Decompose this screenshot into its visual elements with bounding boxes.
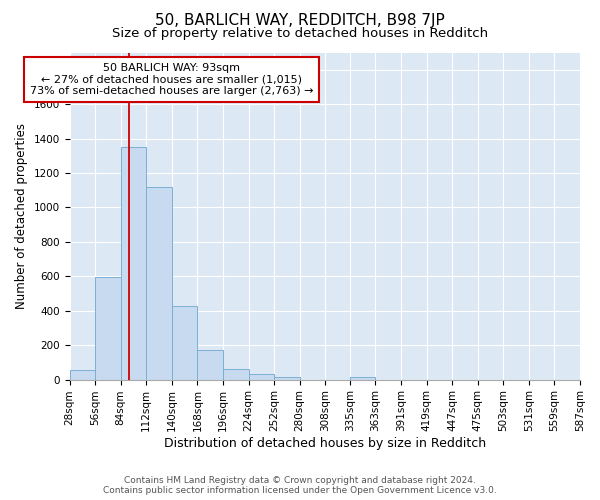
Bar [70,370,95,380]
Y-axis label: Number of detached properties: Number of detached properties [15,123,28,309]
Bar [223,370,248,380]
Text: Size of property relative to detached houses in Redditch: Size of property relative to detached ho… [112,28,488,40]
Bar [95,277,121,380]
Text: 50 BARLICH WAY: 93sqm
← 27% of detached houses are smaller (1,015)
73% of semi-d: 50 BARLICH WAY: 93sqm ← 27% of detached … [30,63,314,96]
Bar [172,306,197,380]
X-axis label: Distribution of detached houses by size in Redditch: Distribution of detached houses by size … [164,437,486,450]
Text: 50, BARLICH WAY, REDDITCH, B98 7JP: 50, BARLICH WAY, REDDITCH, B98 7JP [155,12,445,28]
Bar [197,350,223,380]
Bar [121,147,146,380]
Bar [146,187,172,380]
Bar [350,377,376,380]
Text: Contains HM Land Registry data © Crown copyright and database right 2024.
Contai: Contains HM Land Registry data © Crown c… [103,476,497,495]
Bar [248,374,274,380]
Bar [274,377,299,380]
